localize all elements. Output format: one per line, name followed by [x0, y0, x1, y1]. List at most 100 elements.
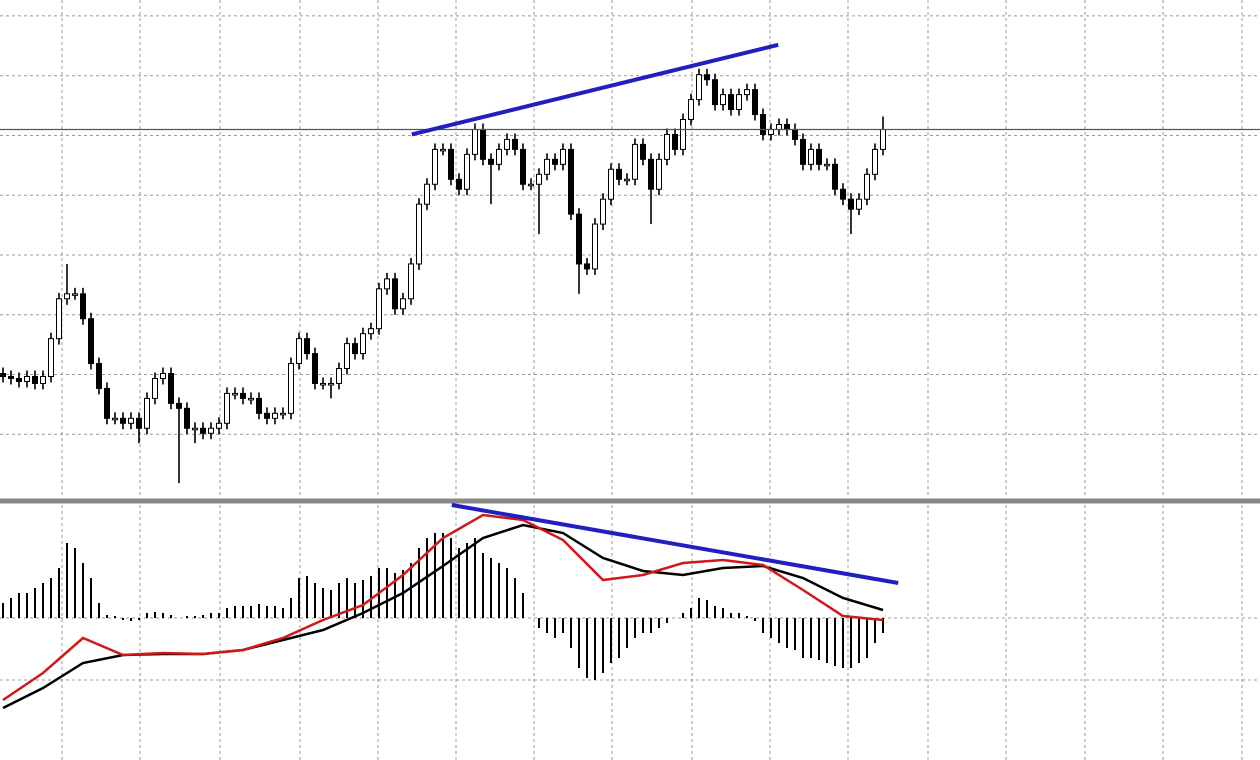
candle-body: [104, 387, 110, 419]
candle-body: [616, 168, 622, 180]
candle-body: [8, 375, 14, 379]
candle-body: [608, 168, 614, 200]
candle-body: [632, 143, 638, 180]
trend-line: [451, 503, 899, 585]
candle-body: [328, 382, 334, 386]
candle-body: [440, 148, 446, 152]
candle-body: [824, 163, 830, 167]
candle-body: [96, 363, 102, 389]
candle-body: [352, 343, 358, 355]
candle-body: [256, 397, 262, 414]
candle-body: [320, 382, 326, 386]
candle-body: [688, 99, 694, 121]
candle-body: [536, 173, 542, 185]
candle-body: [680, 119, 686, 150]
candle-body: [528, 183, 534, 187]
candle-body: [248, 397, 254, 401]
candle-body: [880, 128, 886, 150]
candle-body: [112, 417, 118, 421]
candle-body: [56, 298, 62, 340]
candle-body: [656, 158, 662, 190]
candle-body: [416, 203, 422, 265]
candle-body: [288, 363, 294, 414]
candle-body: [384, 278, 390, 290]
candle-body: [696, 74, 702, 101]
candle-body: [336, 368, 342, 384]
candle-body: [456, 178, 462, 190]
candle-body: [624, 178, 630, 182]
macd-line: [2, 513, 884, 702]
candle-body: [200, 427, 206, 434]
candle-body: [728, 94, 734, 111]
candle-body: [792, 128, 798, 140]
candle-body: [176, 402, 182, 409]
candle-body: [800, 138, 806, 165]
candle-body: [40, 375, 46, 384]
candle-body: [648, 158, 654, 190]
candle-body: [560, 148, 566, 165]
candle-body: [16, 377, 22, 382]
candle-body: [664, 133, 670, 160]
candle-body: [208, 427, 214, 434]
candle-body: [784, 124, 790, 130]
candle-body: [272, 412, 278, 419]
candle-body: [136, 417, 142, 429]
candle-body: [568, 148, 574, 215]
candle-body: [392, 278, 398, 310]
candle-body: [376, 288, 382, 330]
candle-body: [448, 148, 454, 180]
candle-body: [120, 417, 126, 424]
candle-body: [640, 143, 646, 160]
candle-body: [0, 373, 6, 377]
candle-body: [816, 148, 822, 165]
candle-body: [296, 338, 302, 365]
candle-body: [464, 153, 470, 190]
candle-body: [128, 417, 134, 424]
candle-body: [768, 128, 774, 135]
candle-body: [600, 198, 606, 225]
candle-body: [864, 173, 870, 200]
candle-body: [224, 392, 230, 424]
candle-body: [848, 198, 854, 210]
candle-body: [312, 353, 318, 384]
candle-body: [400, 298, 406, 310]
candle-body: [48, 338, 54, 377]
candle-body: [304, 338, 310, 355]
candle-body: [72, 293, 78, 296]
candle-body: [472, 128, 478, 155]
candle-body: [360, 333, 366, 355]
candle-body: [488, 158, 494, 165]
candle-body: [744, 89, 750, 96]
candle-body: [872, 148, 878, 175]
candle-body: [368, 328, 374, 335]
candle-body: [80, 293, 86, 320]
candle-body: [496, 148, 502, 165]
candle-body: [576, 213, 582, 265]
candle-body: [280, 412, 286, 416]
candle-body: [264, 412, 270, 419]
candle-body: [704, 74, 710, 81]
candle-body: [672, 133, 678, 150]
candle-body: [520, 148, 526, 185]
candle-body: [592, 223, 598, 270]
candle-body: [840, 188, 846, 200]
candle-body: [544, 158, 550, 175]
candle-body: [152, 377, 158, 399]
candle-body: [344, 343, 350, 370]
candle-body: [232, 392, 238, 396]
candle-body: [712, 79, 718, 106]
candle-body: [552, 158, 558, 165]
candle-body: [88, 318, 94, 365]
candle-body: [480, 128, 486, 160]
candle-body: [776, 124, 782, 130]
candle-body: [504, 138, 510, 150]
candle-body: [240, 392, 246, 399]
candle-body: [32, 375, 38, 384]
candle-body: [24, 375, 30, 382]
candle-body: [736, 94, 742, 111]
candle-body: [216, 422, 222, 429]
candle-body: [584, 263, 590, 270]
candle-body: [408, 263, 414, 300]
